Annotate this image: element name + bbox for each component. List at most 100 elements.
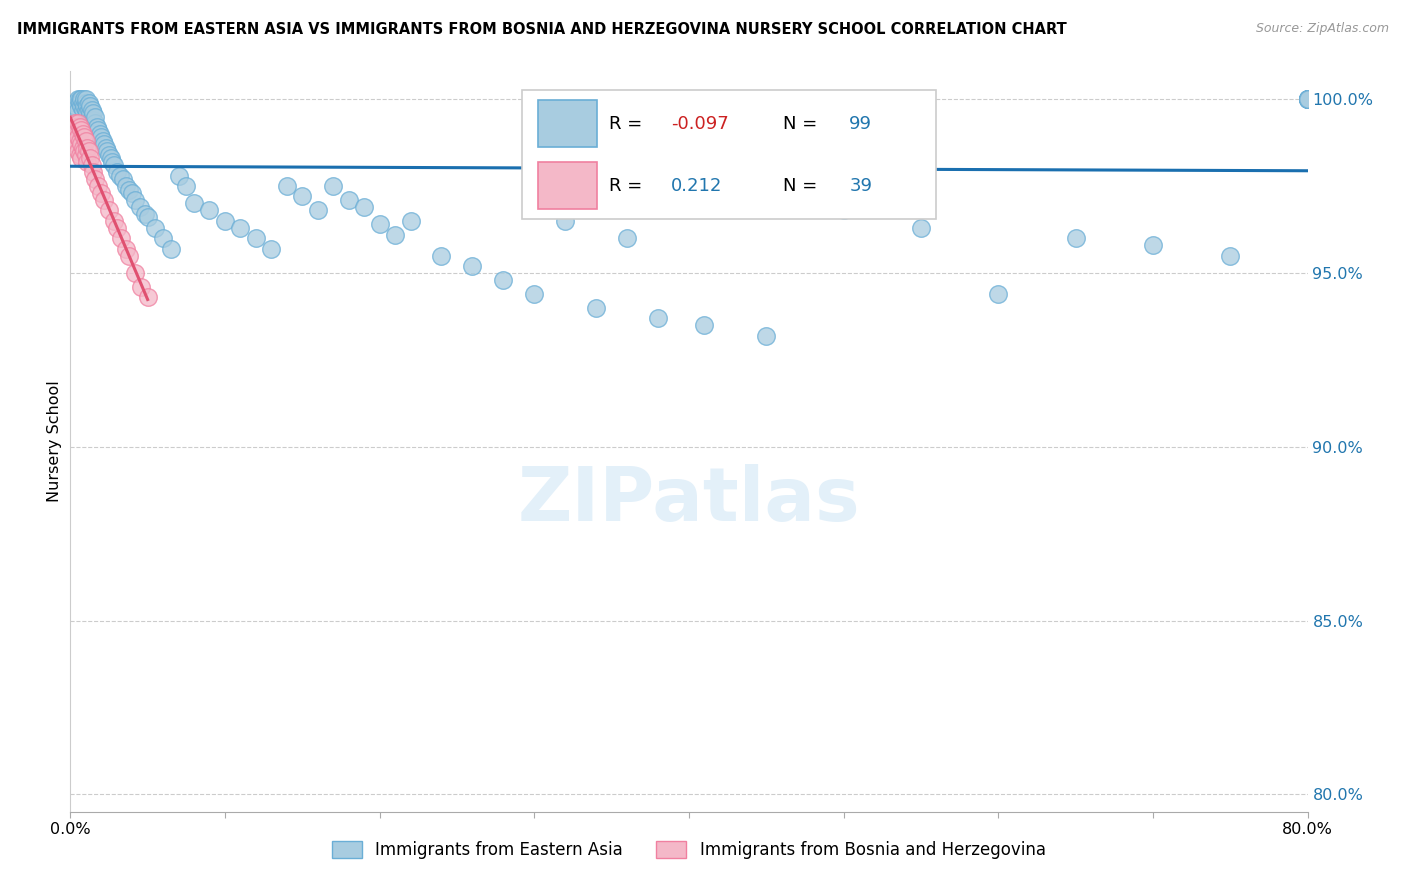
Point <box>72 141 94 155</box>
Point <box>108 169 131 183</box>
Point <box>276 179 298 194</box>
Point <box>77 95 100 110</box>
Point <box>65 99 87 113</box>
Point <box>245 231 267 245</box>
Point <box>96 145 118 159</box>
Point <box>82 165 105 179</box>
Point <box>94 141 117 155</box>
Point <box>229 220 252 235</box>
Text: IMMIGRANTS FROM EASTERN ASIA VS IMMIGRANTS FROM BOSNIA AND HERZEGOVINA NURSERY S: IMMIGRANTS FROM EASTERN ASIA VS IMMIGRAN… <box>17 22 1067 37</box>
Point <box>110 231 132 245</box>
Point <box>121 186 143 200</box>
Point <box>131 280 153 294</box>
Point <box>554 214 576 228</box>
Point <box>77 145 100 159</box>
Point <box>69 95 91 110</box>
Point <box>73 92 96 106</box>
Point <box>124 193 146 207</box>
Point <box>115 242 138 256</box>
Point <box>73 99 96 113</box>
Point <box>145 220 166 235</box>
Point <box>70 99 93 113</box>
Point <box>93 193 115 207</box>
Point <box>65 120 87 134</box>
Point <box>73 130 96 145</box>
Text: ZIPatlas: ZIPatlas <box>517 464 860 537</box>
Point <box>84 172 107 186</box>
Point <box>79 99 101 113</box>
Point <box>152 231 174 245</box>
Point <box>291 189 314 203</box>
Point <box>322 179 344 194</box>
Point <box>1296 92 1319 106</box>
Point <box>174 179 197 194</box>
Point <box>1296 92 1319 106</box>
Point <box>80 103 103 117</box>
Point <box>307 203 329 218</box>
Point <box>72 103 94 117</box>
Point <box>105 165 128 179</box>
Point <box>80 158 103 172</box>
Point <box>87 179 110 194</box>
Point <box>832 203 855 218</box>
Point <box>67 92 90 106</box>
Point <box>67 116 90 130</box>
Point <box>70 123 93 137</box>
Point <box>77 103 100 117</box>
Point <box>384 227 406 242</box>
Point <box>72 127 94 141</box>
Point <box>62 127 84 141</box>
Point <box>134 207 156 221</box>
Point <box>76 141 98 155</box>
Point <box>1296 92 1319 106</box>
Point <box>73 145 96 159</box>
Point <box>585 301 607 315</box>
Point <box>115 179 138 194</box>
Point <box>100 151 122 165</box>
Point <box>72 95 94 110</box>
Point <box>75 92 97 106</box>
Point <box>1296 92 1319 106</box>
Point <box>70 137 93 152</box>
Point <box>1296 92 1319 106</box>
Point <box>89 127 111 141</box>
Point <box>82 106 105 120</box>
Point <box>63 116 86 130</box>
Point <box>91 134 114 148</box>
Point <box>214 214 236 228</box>
Point <box>75 95 97 110</box>
Point <box>98 203 120 218</box>
Point <box>93 137 115 152</box>
Point <box>84 116 107 130</box>
Point <box>647 311 669 326</box>
Point <box>368 217 391 231</box>
Point <box>616 231 638 245</box>
Point <box>103 214 125 228</box>
Point <box>63 134 86 148</box>
Point <box>82 113 105 128</box>
Point <box>1296 92 1319 106</box>
Point <box>1296 92 1319 106</box>
Point <box>910 220 932 235</box>
Point <box>65 137 87 152</box>
Point <box>987 286 1010 301</box>
Point <box>693 318 716 332</box>
Point <box>90 186 112 200</box>
Point <box>75 103 97 117</box>
Point <box>105 220 128 235</box>
Point <box>198 203 221 218</box>
Point <box>84 110 107 124</box>
Point <box>118 182 141 196</box>
Point <box>492 273 515 287</box>
Point <box>160 242 183 256</box>
Point <box>98 148 120 162</box>
Point <box>755 328 778 343</box>
Point <box>67 145 90 159</box>
Point <box>461 259 484 273</box>
Point <box>1296 92 1319 106</box>
Y-axis label: Nursery School: Nursery School <box>46 381 62 502</box>
Point <box>76 99 98 113</box>
Point <box>63 95 86 110</box>
Point <box>353 200 375 214</box>
Point <box>67 103 90 117</box>
